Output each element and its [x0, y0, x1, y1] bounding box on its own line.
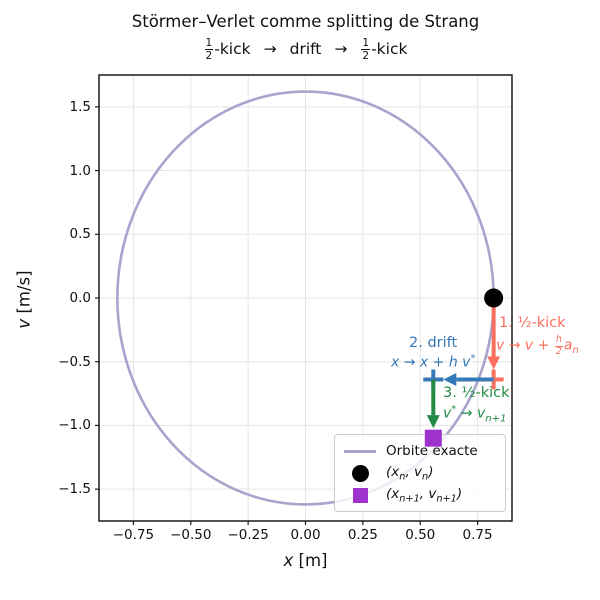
half-kick-1-arrow	[487, 298, 501, 370]
x-tick-label: −0.25	[227, 527, 269, 543]
end-point-marker	[424, 429, 442, 447]
fraction-numerator: 1	[205, 37, 213, 49]
legend-label-orbit: Orbite exacte	[386, 443, 478, 459]
arrow-glyph: →	[263, 39, 277, 58]
kick-text: -kick	[371, 39, 408, 58]
fraction-numerator: 1	[362, 37, 370, 49]
kick-text: -kick	[214, 39, 251, 58]
tick-marks	[95, 106, 479, 525]
legend-item-end: (xn+1, vn+1)	[343, 484, 497, 506]
y-tick-label: 0.5	[69, 226, 91, 243]
kick2-formula: v* → vn+1	[443, 404, 507, 425]
y-tick-label: 1.5	[69, 98, 91, 115]
x-tick-label: 0.75	[462, 527, 493, 543]
x-tick-label: 0.50	[405, 527, 436, 543]
drift-arrow	[443, 373, 494, 387]
end-square-swatch	[343, 487, 377, 503]
plot-title: Störmer–Verlet comme splitting de Strang	[131, 12, 480, 31]
y-tick-label: −1.0	[58, 417, 91, 434]
drift-step-label: 2. drift	[409, 335, 458, 351]
gridlines	[99, 75, 512, 521]
legend: Orbite exacte (xn, vn) (xn+1, vn+1)	[334, 434, 506, 512]
plot-subtitle: 1 2 -kick → drift → 1 2 -kick	[99, 36, 512, 63]
y-tick-label: −0.5	[58, 353, 91, 370]
fraction-denominator: 2	[361, 49, 371, 63]
legend-item-orbit: Orbite exacte	[343, 440, 497, 462]
start-dot-swatch	[343, 464, 377, 482]
start-point-marker	[484, 288, 504, 308]
y-tick-label: −1.5	[58, 481, 91, 498]
x-tick-label: 0.00	[290, 527, 321, 543]
legend-label-start: (xn, vn)	[386, 463, 434, 483]
kick2-step-label: 3. ½-kick	[443, 385, 510, 401]
half-kick-2-arrow	[426, 379, 440, 429]
arrow-glyph: →	[334, 39, 348, 58]
y-tick-label: 1.0	[69, 162, 91, 179]
x-tick-label: −0.75	[112, 527, 155, 543]
x-tick-label: −0.50	[170, 527, 212, 543]
y-tick-label: 0.0	[69, 290, 91, 306]
orbit-line-swatch	[343, 449, 377, 453]
drift-formula: x → x + h v*	[391, 353, 476, 371]
legend-label-end: (xn+1, vn+1)	[386, 485, 463, 505]
x-axis-label: x [m]	[283, 551, 328, 570]
kick1-formula: v → v + h 2 an	[496, 334, 579, 357]
legend-item-start: (xn, vn)	[343, 462, 497, 484]
kick1-step-label: 1. ½-kick	[499, 315, 566, 331]
fraction-denominator: 2	[204, 49, 214, 63]
x-tick-label: 0.25	[347, 527, 378, 543]
drift-text: drift	[289, 39, 322, 58]
